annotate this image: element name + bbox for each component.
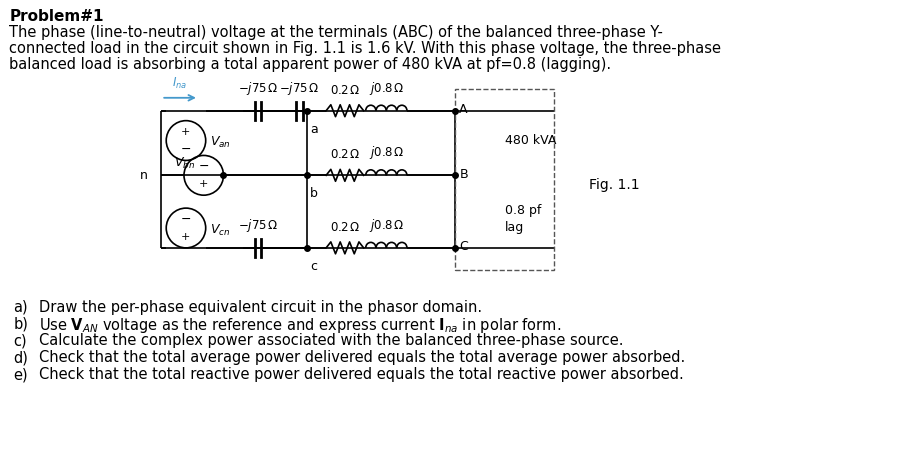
Text: b: b bbox=[310, 187, 318, 200]
Text: 480 kVA: 480 kVA bbox=[505, 134, 556, 147]
Text: +: + bbox=[181, 232, 190, 242]
Text: $0.2\,\Omega$: $0.2\,\Omega$ bbox=[329, 84, 361, 97]
Text: $-j75\,\Omega$: $-j75\,\Omega$ bbox=[238, 80, 278, 97]
Text: $V_{an}$: $V_{an}$ bbox=[210, 135, 231, 150]
Text: $0.2\,\Omega$: $0.2\,\Omega$ bbox=[329, 149, 361, 161]
Text: −: − bbox=[181, 143, 191, 156]
Text: Fig. 1.1: Fig. 1.1 bbox=[588, 178, 640, 192]
Text: n: n bbox=[140, 169, 147, 182]
Text: balanced load is absorbing a total apparent power of 480 kVA at pf=0.8 (lagging): balanced load is absorbing a total appar… bbox=[9, 57, 611, 72]
Text: a: a bbox=[310, 123, 318, 135]
Text: −: − bbox=[181, 212, 191, 226]
Text: $V_{bn}$: $V_{bn}$ bbox=[174, 156, 195, 171]
Text: $j0.8\,\Omega$: $j0.8\,\Omega$ bbox=[369, 145, 404, 161]
Text: a): a) bbox=[13, 299, 27, 314]
Text: $j0.8\,\Omega$: $j0.8\,\Omega$ bbox=[369, 80, 404, 97]
Text: d): d) bbox=[13, 350, 28, 365]
Text: −: − bbox=[199, 160, 209, 173]
Text: +: + bbox=[181, 126, 190, 137]
Text: Calculate the complex power associated with the balanced three-phase source.: Calculate the complex power associated w… bbox=[39, 333, 623, 348]
Text: C: C bbox=[459, 241, 468, 253]
Text: A: A bbox=[459, 103, 468, 116]
Text: $-j75\,\Omega$: $-j75\,\Omega$ bbox=[279, 80, 319, 97]
Text: Check that the total reactive power delivered equals the total reactive power ab: Check that the total reactive power deli… bbox=[39, 367, 684, 382]
Text: $I_{na}$: $I_{na}$ bbox=[172, 76, 188, 91]
Text: $0.2\,\Omega$: $0.2\,\Omega$ bbox=[329, 221, 361, 234]
Text: c: c bbox=[310, 260, 318, 273]
Text: 0.8 pf: 0.8 pf bbox=[505, 203, 541, 217]
Text: $j0.8\,\Omega$: $j0.8\,\Omega$ bbox=[369, 217, 404, 234]
Text: lag: lag bbox=[505, 222, 524, 235]
Bar bbox=[456, 89, 554, 270]
Text: B: B bbox=[459, 168, 468, 181]
Text: connected load in the circuit shown in Fig. 1.1 is 1.6 kV. With this phase volta: connected load in the circuit shown in F… bbox=[9, 41, 721, 56]
Text: $V_{cn}$: $V_{cn}$ bbox=[210, 222, 230, 237]
Text: $-j75\,\Omega$: $-j75\,\Omega$ bbox=[238, 217, 278, 234]
Text: +: + bbox=[199, 179, 209, 189]
Text: b): b) bbox=[13, 317, 28, 332]
Text: Use $\mathbf{V}_{AN}$ voltage as the reference and express current $\mathbf{I}_{: Use $\mathbf{V}_{AN}$ voltage as the ref… bbox=[39, 317, 561, 335]
Text: Problem#1: Problem#1 bbox=[9, 10, 103, 24]
Text: c): c) bbox=[13, 333, 27, 348]
Text: e): e) bbox=[13, 367, 27, 382]
Text: Check that the total average power delivered equals the total average power abso: Check that the total average power deliv… bbox=[39, 350, 685, 365]
Text: Draw the per-phase equivalent circuit in the phasor domain.: Draw the per-phase equivalent circuit in… bbox=[39, 299, 482, 314]
Text: The phase (line-to-neutral) voltage at the terminals (ABC) of the balanced three: The phase (line-to-neutral) voltage at t… bbox=[9, 25, 663, 40]
